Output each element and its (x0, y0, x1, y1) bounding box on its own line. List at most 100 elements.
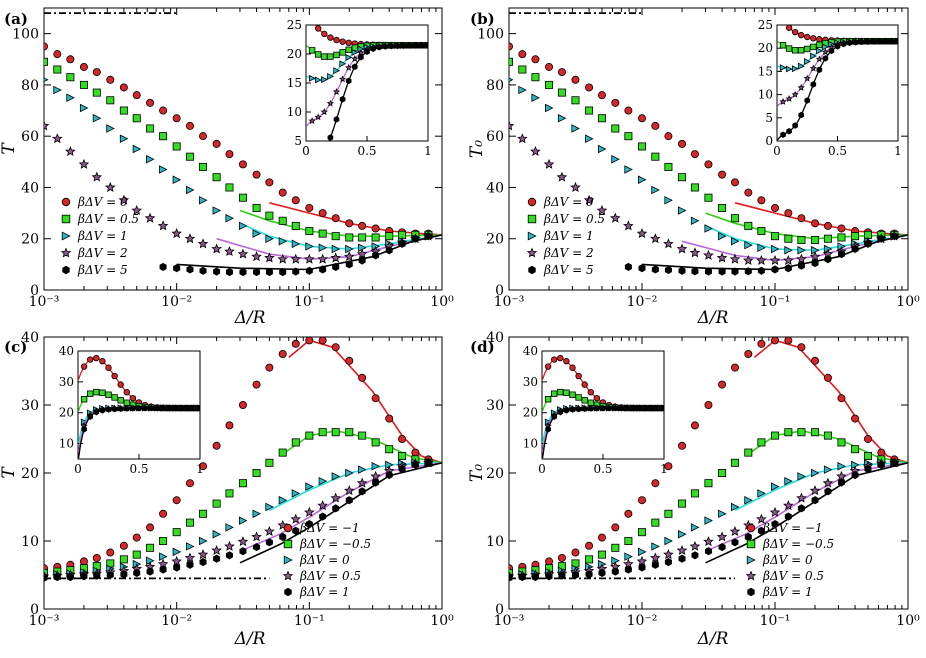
inset-point-series-0 (117, 381, 124, 388)
inset-point-series-4 (316, 155, 321, 161)
data-point-series-0 (358, 373, 367, 382)
inset-point-series-4 (630, 404, 637, 412)
y-tick-label: 100 (477, 27, 504, 43)
data-point-series-1 (611, 543, 620, 552)
legend-label: βΔV = −1 (762, 521, 823, 535)
inset-point-series-2 (785, 65, 793, 73)
data-point-series-3 (251, 251, 262, 262)
inset-point-series-0 (810, 35, 817, 42)
data-point-series-3 (689, 247, 701, 258)
data-point-series-1 (624, 537, 633, 546)
data-point-series-4 (824, 487, 832, 496)
data-point-series-3 (796, 253, 807, 264)
data-point-series-1 (398, 451, 407, 460)
data-point-series-0 (199, 132, 208, 141)
data-point-series-1 (44, 57, 49, 66)
data-point-series-0 (265, 363, 274, 372)
data-point-series-0 (863, 434, 872, 443)
data-point-series-0 (172, 114, 181, 123)
data-point-series-0 (823, 373, 832, 382)
inset-x-tick-label: 0.5 (593, 462, 612, 476)
inset-point-series-4 (858, 38, 865, 46)
data-point-series-0 (92, 554, 101, 563)
inset-x-tick-label: 0.5 (357, 144, 376, 158)
data-point-series-3 (277, 253, 288, 264)
data-point-series-0 (398, 434, 407, 443)
data-point-series-0 (730, 363, 739, 372)
data-point-series-3 (237, 536, 249, 547)
data-point-series-2 (730, 237, 740, 246)
data-point-series-0 (305, 203, 314, 212)
data-point-series-2 (199, 536, 208, 546)
data-point-series-4 (824, 255, 832, 264)
data-point-series-0 (718, 170, 727, 179)
data-point-series-4 (411, 460, 419, 469)
data-point-series-2 (651, 185, 660, 195)
x-tick-label: 10⁻¹ (294, 613, 325, 629)
inset-point-series-4 (563, 407, 570, 414)
data-point-series-0 (252, 380, 261, 389)
inset-point-series-0 (309, 17, 315, 23)
inset-point-series-3 (332, 87, 341, 95)
data-point-series-4 (292, 267, 300, 276)
data-point-series-4 (890, 458, 898, 467)
data-point-series-4 (718, 543, 726, 552)
inset-point-series-0 (93, 354, 100, 362)
inset-point-series-2 (351, 48, 359, 56)
inset-point-series-4 (587, 405, 594, 412)
data-point-series-3 (91, 171, 103, 182)
inset-y-tick-label: 25 (287, 18, 302, 32)
inset-point-series-1 (791, 47, 799, 54)
data-point-series-3 (836, 470, 847, 481)
data-point-series-1 (252, 468, 261, 477)
inset-point-series-1 (581, 397, 588, 404)
data-point-series-1 (509, 568, 513, 577)
data-point-series-1 (638, 528, 647, 537)
data-point-series-3 (703, 536, 714, 547)
data-point-series-1 (358, 431, 367, 440)
data-point-series-2 (837, 461, 846, 471)
data-point-series-4 (718, 267, 726, 276)
inset-y-tick-label: 15 (758, 64, 773, 78)
fit-curve-4 (705, 462, 908, 564)
inset-point-series-1 (779, 42, 787, 49)
legend-marker (61, 197, 71, 207)
data-point-series-1 (744, 221, 753, 230)
data-point-series-4 (372, 478, 380, 487)
y-tick-label: 0 (30, 283, 39, 299)
data-point-series-0 (371, 394, 380, 403)
data-point-series-1 (225, 489, 234, 498)
data-point-series-0 (411, 448, 420, 457)
data-point-series-2 (79, 103, 89, 113)
data-point-series-0 (585, 83, 594, 92)
data-point-series-3 (543, 158, 555, 169)
data-point-series-1 (597, 550, 606, 559)
data-point-series-3 (290, 513, 302, 524)
data-point-series-0 (531, 55, 540, 64)
data-point-series-1 (53, 65, 62, 74)
inset-point-series-4 (400, 42, 407, 49)
data-point-series-0 (545, 62, 554, 71)
inset-point-series-0 (804, 33, 811, 41)
data-point-series-4 (358, 487, 366, 496)
data-point-series-1 (358, 233, 367, 242)
inset-point-series-3 (326, 99, 335, 107)
data-point-series-1 (597, 114, 606, 123)
data-point-series-4 (319, 265, 327, 274)
inset-point-series-4 (545, 425, 551, 433)
inset-point-series-1 (810, 43, 817, 51)
inset-point-series-0 (339, 38, 346, 45)
inset-point-series-4 (327, 134, 334, 141)
data-area (44, 337, 442, 582)
data-point-series-4 (890, 232, 898, 241)
data-point-series-4 (651, 265, 659, 274)
x-axis-label: Δ/R (697, 629, 729, 649)
legend-label: βΔV = −1 (299, 521, 360, 535)
panel-letter: (b) (470, 10, 495, 28)
inset-point-series-4 (846, 39, 853, 47)
axes-frame (508, 336, 909, 610)
y-axis-label: T (0, 142, 19, 155)
data-point-series-3 (317, 500, 328, 511)
